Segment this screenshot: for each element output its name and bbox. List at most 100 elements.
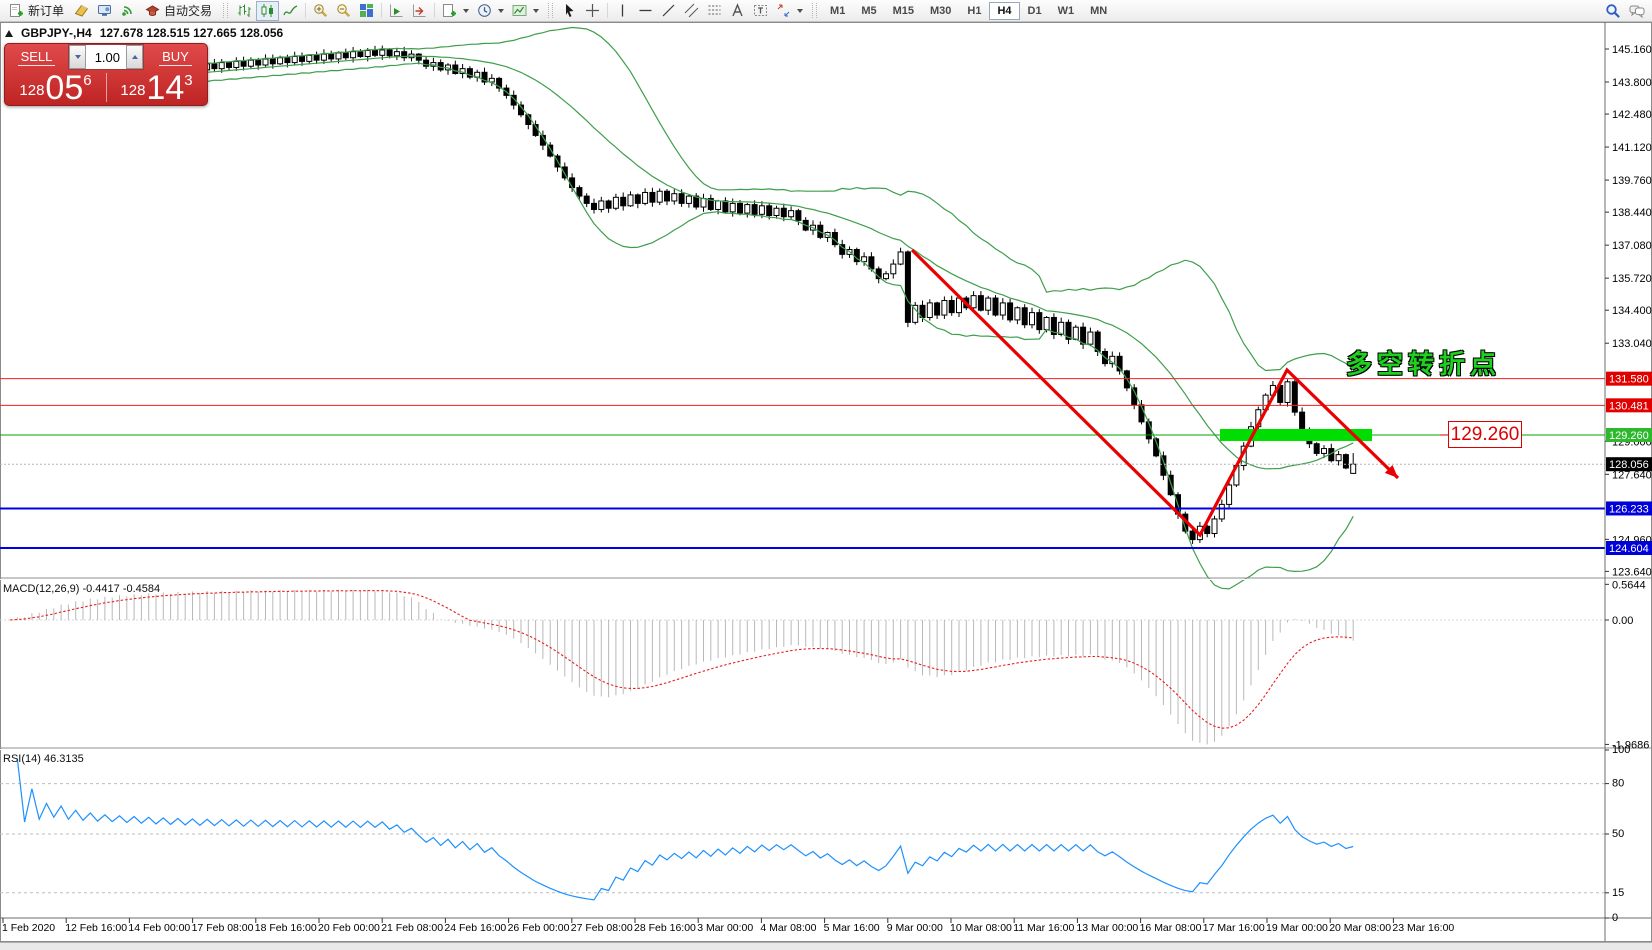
chart-shift-icon xyxy=(412,3,427,18)
volume-increase-button[interactable] xyxy=(126,45,143,69)
toolbar-separator xyxy=(305,3,307,18)
label-icon xyxy=(753,3,768,18)
date-label: 20 Feb 00:00 xyxy=(318,922,380,934)
volume-field[interactable]: 1.00 xyxy=(86,45,126,69)
sell-price-prefix: 128 xyxy=(19,82,45,99)
turning-point-annotation[interactable]: 多空转折点 xyxy=(1346,349,1502,379)
sell-price[interactable]: 128 05 6 xyxy=(5,70,106,105)
one-click-trade-panel: SELL 1.00 BUY 128 05 6 128 14 3 xyxy=(4,43,208,106)
period-dropdown[interactable] xyxy=(473,1,508,21)
svg-text:134.400: 134.400 xyxy=(1612,305,1652,317)
auto-scroll-button[interactable] xyxy=(385,1,408,21)
line-chart-icon xyxy=(283,3,298,18)
date-label: 14 Feb 00:00 xyxy=(128,922,191,934)
svg-text:80: 80 xyxy=(1612,778,1624,790)
tile-windows-button[interactable] xyxy=(355,1,378,21)
rsi-indicator-label: RSI(14) 46.3135 xyxy=(3,753,84,765)
date-label: 28 Feb 16:00 xyxy=(634,922,696,934)
zoom-out-button[interactable] xyxy=(332,1,355,21)
date-label: 10 Mar 08:00 xyxy=(950,922,1012,934)
buy-price-prefix: 128 xyxy=(120,82,146,99)
date-label: 1 Feb 2020 xyxy=(2,922,56,934)
candlestick-button[interactable] xyxy=(256,0,280,21)
chat-button[interactable] xyxy=(1625,1,1649,21)
fibonacci-button[interactable] xyxy=(703,1,726,21)
svg-text:143.800: 143.800 xyxy=(1612,77,1652,89)
template-dropdown[interactable] xyxy=(508,1,543,21)
cursor-button[interactable] xyxy=(558,1,581,21)
new-chart-icon xyxy=(442,3,457,18)
terminal-icon xyxy=(97,3,112,18)
arrows-icon xyxy=(776,3,791,18)
chevron-down-icon xyxy=(498,8,505,13)
zoom-in-button[interactable] xyxy=(309,1,332,21)
date-label: 16 Mar 08:00 xyxy=(1139,922,1202,934)
date-label: 13 Mar 00:00 xyxy=(1076,922,1139,934)
date-label: 19 Mar 00:00 xyxy=(1266,922,1328,934)
timeframe-W1[interactable]: W1 xyxy=(1050,2,1083,20)
svg-text:141.120: 141.120 xyxy=(1612,142,1652,154)
new-order-icon xyxy=(9,3,24,18)
timeframe-M5[interactable]: M5 xyxy=(853,2,884,20)
svg-text:135.720: 135.720 xyxy=(1612,273,1652,285)
label-button[interactable] xyxy=(749,1,772,21)
horizontal-line-button[interactable] xyxy=(634,1,657,21)
terminal-button[interactable] xyxy=(93,1,116,21)
toolbar-separator xyxy=(607,3,609,18)
timeframe-M30[interactable]: M30 xyxy=(922,2,959,20)
buy-button[interactable]: BUY xyxy=(144,44,207,70)
svg-text:15: 15 xyxy=(1612,887,1624,899)
text-button[interactable] xyxy=(726,1,749,21)
svg-text:124.604: 124.604 xyxy=(1609,543,1649,555)
sell-button[interactable]: SELL xyxy=(5,44,68,70)
timeframe-H4[interactable]: H4 xyxy=(989,1,1020,20)
volume-decrease-button[interactable] xyxy=(69,45,86,69)
svg-text:-1.9686: -1.9686 xyxy=(1612,739,1649,751)
buy-price-sup: 3 xyxy=(184,72,193,89)
svg-text:0: 0 xyxy=(1612,912,1618,924)
price-callout-label[interactable]: 129.260 xyxy=(1448,421,1522,448)
line-chart-button[interactable] xyxy=(279,1,302,21)
toolbar-separator xyxy=(434,3,436,18)
candlestick-icon xyxy=(260,3,275,18)
vertical-line-button[interactable] xyxy=(611,1,634,21)
svg-text:145.160: 145.160 xyxy=(1612,44,1652,56)
timeframe-MN[interactable]: MN xyxy=(1082,2,1115,20)
volume-stepper: 1.00 xyxy=(68,44,144,70)
clock-icon xyxy=(477,3,492,18)
date-label: 17 Mar 16:00 xyxy=(1202,922,1265,934)
chevron-down-icon xyxy=(797,8,804,13)
channel-button[interactable] xyxy=(680,1,703,21)
shapes-dropdown[interactable] xyxy=(772,1,807,21)
profile-icon xyxy=(74,3,89,18)
timeframe-M15[interactable]: M15 xyxy=(885,2,922,20)
sell-label: SELL xyxy=(17,49,56,66)
svg-text:130.481: 130.481 xyxy=(1609,400,1649,412)
timeframe-D1[interactable]: D1 xyxy=(1020,2,1050,20)
profile-button[interactable] xyxy=(70,1,93,21)
date-label: 18 Feb 16:00 xyxy=(254,922,317,934)
crosshair-button[interactable] xyxy=(581,1,604,21)
fibonacci-icon xyxy=(707,3,722,18)
trend-arrow xyxy=(910,248,1400,538)
autotrading-button[interactable]: 自动交易 xyxy=(139,1,218,21)
svg-text:131.580: 131.580 xyxy=(1609,374,1649,386)
chevron-down-icon xyxy=(463,8,470,13)
chart-shift-button[interactable] xyxy=(408,1,431,21)
new-chart-dropdown[interactable] xyxy=(438,1,473,21)
new-order-button[interactable]: 新订单 xyxy=(3,1,70,21)
buy-price[interactable]: 128 14 3 xyxy=(106,70,207,105)
svg-text:142.480: 142.480 xyxy=(1612,109,1652,121)
alerts-button[interactable] xyxy=(116,1,139,21)
chevron-down-icon xyxy=(533,8,540,13)
date-label: 27 Feb 08:00 xyxy=(570,922,633,934)
search-button[interactable] xyxy=(1601,1,1625,21)
timeframe-H1[interactable]: H1 xyxy=(959,2,989,20)
vertical-line-icon xyxy=(615,3,630,18)
bar-chart-button[interactable] xyxy=(233,1,256,21)
trendline-button[interactable] xyxy=(657,1,680,21)
triangle-up-icon xyxy=(131,55,138,59)
timeframe-M1[interactable]: M1 xyxy=(822,2,853,20)
pane-frames xyxy=(0,22,1651,941)
